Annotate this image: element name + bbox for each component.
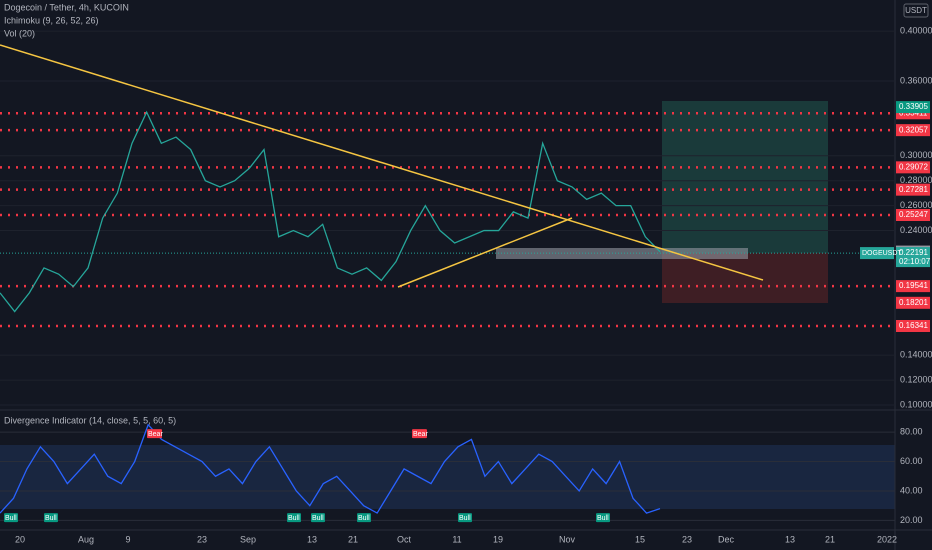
price-tick-label: 0.14000 bbox=[900, 350, 932, 360]
level-label: 0.16341 bbox=[899, 321, 928, 330]
indicator-line bbox=[0, 423, 661, 514]
currency: USDT bbox=[905, 6, 927, 15]
last-price: 0.22191 bbox=[899, 248, 928, 257]
time-tick-label: 20 bbox=[15, 534, 25, 544]
level-label: 0.32057 bbox=[899, 125, 928, 134]
indicator-title: Divergence Indicator (14, close, 5, 5, 6… bbox=[4, 415, 176, 425]
countdown: 02:10:07 bbox=[899, 257, 931, 266]
marks bbox=[0, 30, 895, 521]
time-tick-label: 23 bbox=[682, 534, 692, 544]
indicator-tick-label: 40.00 bbox=[900, 485, 923, 495]
bull-badge bbox=[311, 513, 325, 523]
price-tick-label: 0.28000 bbox=[900, 175, 932, 185]
time-tick-label: Sep bbox=[240, 534, 256, 544]
bull-badge bbox=[4, 513, 18, 523]
price-tick-label: 0.26000 bbox=[900, 200, 932, 210]
time-tick-label: 21 bbox=[348, 534, 358, 544]
stop-label-bg bbox=[896, 296, 930, 309]
bull-label: Bull bbox=[597, 515, 609, 522]
bull-badge bbox=[357, 513, 371, 523]
trendline bbox=[0, 44, 764, 281]
indicator-tick-label: 20.00 bbox=[900, 515, 923, 525]
symbol-bg bbox=[860, 247, 894, 260]
price-tick-label: 0.40000 bbox=[900, 26, 932, 36]
trendline bbox=[397, 217, 573, 288]
time-tick-label: 21 bbox=[825, 534, 835, 544]
bull-badge bbox=[44, 513, 58, 523]
level-label-bg bbox=[896, 124, 930, 137]
indicator-band bbox=[0, 445, 895, 509]
time-tick-label: 23 bbox=[197, 534, 207, 544]
target-label: 0.33905 bbox=[899, 102, 928, 111]
stop-label: 0.18201 bbox=[899, 298, 928, 307]
time-tick-label: 19 bbox=[493, 534, 503, 544]
level-label-bg bbox=[896, 161, 930, 174]
bull-label: Bull bbox=[459, 515, 471, 522]
bull-badge bbox=[458, 513, 472, 523]
level-label-bg bbox=[896, 209, 930, 222]
bear-label: Bear bbox=[148, 431, 163, 438]
level-label-bg bbox=[896, 319, 930, 332]
bull-label: Bull bbox=[5, 515, 17, 522]
volume-legend: Vol (20) bbox=[4, 28, 35, 38]
symbol-label: DOGEUSDT bbox=[862, 250, 902, 257]
bull-badge bbox=[287, 513, 301, 523]
level-label-bg bbox=[896, 280, 930, 293]
time-tick-label: Oct bbox=[397, 534, 412, 544]
price-tick-label: 0.30000 bbox=[900, 150, 932, 160]
bull-label: Bull bbox=[288, 515, 300, 522]
time-tick-label: 13 bbox=[785, 534, 795, 544]
currency-box bbox=[903, 3, 929, 18]
level-label-bg bbox=[896, 183, 930, 196]
price-tick-label: 0.10000 bbox=[900, 399, 932, 409]
price-tick-label: 0.36000 bbox=[900, 75, 932, 85]
loss-zone bbox=[662, 253, 828, 303]
trade-box bbox=[662, 101, 828, 303]
bull-badge bbox=[596, 513, 610, 523]
time-tick-label: 2022 bbox=[877, 534, 897, 544]
price-line bbox=[0, 110, 661, 313]
price-tick-label: 0.12000 bbox=[900, 374, 932, 384]
indicator-tick-label: 60.00 bbox=[900, 456, 923, 466]
bear-label: Bear bbox=[413, 431, 428, 438]
bear-badge bbox=[147, 429, 162, 439]
time-tick-label: Nov bbox=[559, 534, 576, 544]
level-label: 0.19541 bbox=[899, 281, 928, 290]
profit-zone bbox=[662, 101, 828, 253]
target-label-bg bbox=[896, 101, 930, 114]
time-tick-label: 13 bbox=[307, 534, 317, 544]
time-tick-label: 15 bbox=[635, 534, 645, 544]
bull-label: Bull bbox=[312, 515, 324, 522]
symbol-title: Dogecoin / Tether, 4h, KUCOIN bbox=[4, 2, 129, 12]
time-tick-label: Dec bbox=[718, 534, 735, 544]
last-price-bg bbox=[896, 247, 930, 268]
bull-label: Bull bbox=[45, 515, 57, 522]
level-label: 0.25247 bbox=[899, 210, 928, 219]
time-tick-label: Aug bbox=[78, 534, 94, 544]
ichimoku-legend: Ichimoku (9, 26, 52, 26) bbox=[4, 15, 99, 25]
bear-badge bbox=[412, 429, 427, 439]
indicator-tick-label: 80.00 bbox=[900, 426, 923, 436]
bull-label: Bull bbox=[358, 515, 370, 522]
time-tick-label: 9 bbox=[125, 534, 130, 544]
level-label: 0.29072 bbox=[899, 162, 928, 171]
price-tick-label: 0.24000 bbox=[900, 225, 932, 235]
time-tick-label: 11 bbox=[452, 534, 461, 544]
level-label: 0.27281 bbox=[899, 185, 928, 194]
